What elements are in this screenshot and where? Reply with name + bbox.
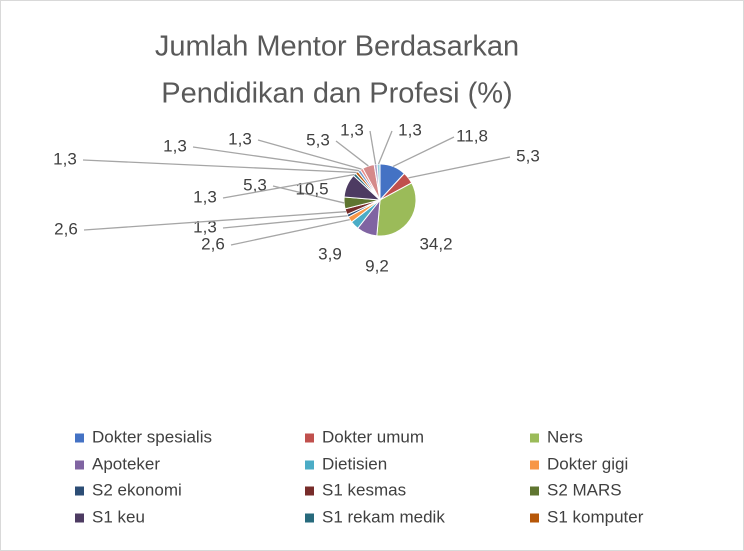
pie-slice xyxy=(376,182,417,237)
leader-line xyxy=(377,130,393,165)
data-label: 5,3 xyxy=(306,130,330,149)
data-label: 2,6 xyxy=(201,234,225,253)
legend-swatch xyxy=(530,486,539,496)
chart-title: Jumlah Mentor Berdasarkan xyxy=(155,31,519,63)
legend-label: S2 ekonomi xyxy=(92,480,182,499)
data-label: 5,3 xyxy=(516,146,540,165)
data-label: 1,3 xyxy=(398,120,422,139)
leader-line xyxy=(335,140,369,167)
data-label: 1,3 xyxy=(340,120,364,139)
legend-swatch xyxy=(305,433,314,443)
data-label: 34,2 xyxy=(419,234,452,253)
pie-slice xyxy=(376,163,381,201)
legend-label: Dietisien xyxy=(322,454,387,473)
leader-line xyxy=(83,211,346,231)
data-label: 1,3 xyxy=(163,136,187,155)
legend-swatch xyxy=(305,513,314,523)
legend-swatch xyxy=(530,433,539,443)
legend-swatch xyxy=(75,513,84,523)
legend-swatch xyxy=(75,433,84,443)
data-label: 5,3 xyxy=(243,175,267,194)
legend-label: S1 komputer xyxy=(547,507,644,526)
leader-line xyxy=(192,146,360,172)
data-label: 3,9 xyxy=(318,244,342,263)
leader-line xyxy=(222,173,355,199)
leader-line xyxy=(392,136,455,168)
legend-label: Dokter spesialis xyxy=(92,427,212,446)
legend-swatch xyxy=(305,460,314,470)
leader-line xyxy=(408,156,511,179)
leader-line xyxy=(222,215,348,229)
legend-label: S1 rekam medik xyxy=(322,507,445,526)
leader-line xyxy=(82,159,357,174)
data-label: 1,3 xyxy=(53,149,77,168)
leader-line xyxy=(272,185,345,204)
data-label: 9,2 xyxy=(365,256,389,275)
legend-swatch xyxy=(305,486,314,496)
leader-line xyxy=(369,130,377,165)
legend-label: Dokter gigi xyxy=(547,454,628,473)
legend-label: S1 kesmas xyxy=(322,480,406,499)
legend-swatch xyxy=(530,460,539,470)
legend-label: Apoteker xyxy=(92,454,160,473)
legend-label: S2 MARS xyxy=(547,480,622,499)
chart-title: Pendidikan dan Profesi (%) xyxy=(161,78,512,110)
legend-label: Dokter umum xyxy=(322,427,424,446)
data-label: 11,8 xyxy=(456,126,488,145)
data-label: 2,6 xyxy=(54,219,78,238)
legend-swatch xyxy=(530,513,539,523)
legend-label: Ners xyxy=(547,427,583,446)
leader-line xyxy=(230,218,350,246)
legend-swatch xyxy=(75,460,84,470)
leader-line xyxy=(257,139,362,170)
data-label: 1,3 xyxy=(193,187,217,206)
data-label: 1,3 xyxy=(228,129,252,148)
legend-swatch xyxy=(75,486,84,496)
legend-label: S1 keu xyxy=(92,507,145,526)
